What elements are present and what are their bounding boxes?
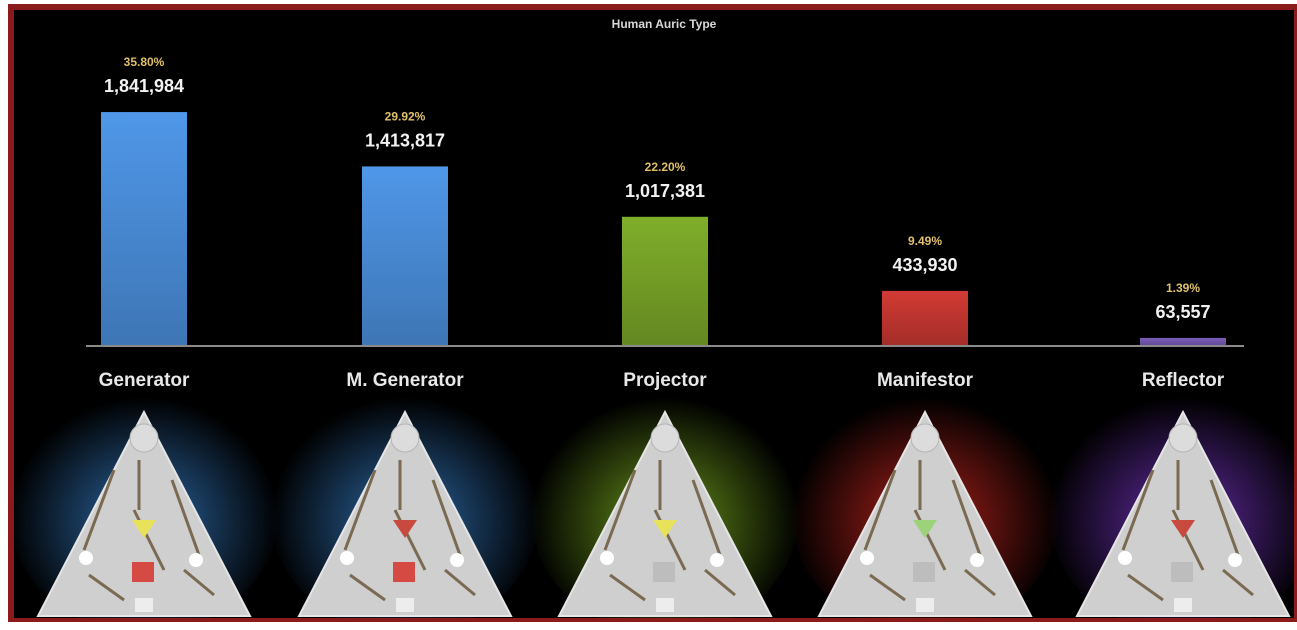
- head-center: [1168, 423, 1198, 453]
- percent-label: 1.39%: [1166, 281, 1200, 295]
- category-label: Manifestor: [877, 370, 974, 391]
- channel-line: [431, 479, 462, 556]
- sacral-center: [653, 562, 675, 582]
- channel-line: [349, 573, 386, 602]
- channel-line: [691, 479, 722, 556]
- bars-layer: [101, 112, 1226, 347]
- percent-label: 22.20%: [645, 160, 686, 174]
- channel-line: [863, 469, 897, 551]
- sacral-center: [913, 562, 935, 582]
- channel-line: [183, 568, 215, 597]
- head-center: [650, 423, 680, 453]
- bodygraph-icon: [297, 409, 513, 617]
- solar-plexus-center: [189, 553, 203, 567]
- value-label: 63,557: [1155, 302, 1210, 322]
- root-center: [916, 598, 934, 612]
- solar-plexus-center: [1228, 553, 1242, 567]
- channel-line: [444, 568, 476, 597]
- sacral-center: [1171, 562, 1193, 582]
- value-label: 433,930: [892, 255, 957, 275]
- bodygraph-icon: [817, 409, 1033, 617]
- bodygraph-icon: [36, 409, 252, 617]
- bodygraph-icon: [1075, 409, 1291, 617]
- channel-line: [170, 479, 201, 556]
- head-center: [910, 423, 940, 453]
- channel-line: [343, 469, 377, 551]
- solar-plexus-center: [450, 553, 464, 567]
- chart-title: Human Auric Type: [612, 17, 717, 31]
- channel-line: [1121, 469, 1155, 551]
- category-label: M. Generator: [346, 370, 464, 391]
- bodygraphs-layer: [36, 409, 1291, 617]
- solar-plexus-center: [970, 553, 984, 567]
- spleen-center: [600, 551, 614, 565]
- percent-label: 9.49%: [908, 234, 942, 248]
- sacral-center: [132, 562, 154, 582]
- channel-line: [964, 568, 996, 597]
- solar-plexus-center: [710, 553, 724, 567]
- spleen-center: [860, 551, 874, 565]
- root-center: [656, 598, 674, 612]
- value-label: 1,841,984: [104, 76, 184, 96]
- root-center: [396, 598, 414, 612]
- channel-line: [869, 573, 906, 602]
- percent-label: 35.80%: [124, 55, 165, 69]
- value-label: 1,017,381: [625, 181, 705, 201]
- sacral-center: [393, 562, 415, 582]
- g-center: [653, 520, 677, 538]
- category-label: Generator: [99, 370, 190, 391]
- channel-line: [88, 573, 125, 602]
- channel-line: [1127, 573, 1164, 602]
- g-center: [393, 520, 417, 538]
- channel-line: [603, 469, 637, 551]
- g-center: [132, 520, 156, 538]
- channel-line: [609, 573, 646, 602]
- chart-panel: Human Auric Type 35.80% 1,841,984 Generato…: [14, 10, 1294, 618]
- head-center: [129, 423, 159, 453]
- auric-type-chart: Human Auric Type 35.80% 1,841,984 Generato…: [14, 17, 1294, 618]
- spleen-center: [1118, 551, 1132, 565]
- percent-label: 29.92%: [385, 109, 426, 123]
- channel-line: [704, 568, 736, 597]
- bar-reflector: [1140, 337, 1226, 346]
- bar-projector: [622, 216, 708, 346]
- g-center: [1171, 520, 1195, 538]
- bar-generator: [101, 112, 187, 347]
- labels-layer: 35.80% 1,841,984 Generator 29.92% 1,413,817 M…: [99, 55, 1225, 391]
- channel-line: [951, 479, 982, 556]
- root-center: [135, 598, 153, 612]
- spleen-center: [340, 551, 354, 565]
- head-center: [390, 423, 420, 453]
- channel-line: [82, 469, 116, 551]
- spleen-center: [79, 551, 93, 565]
- value-label: 1,413,817: [365, 130, 445, 150]
- bar-manifestor: [882, 290, 968, 346]
- g-center: [913, 520, 937, 538]
- channel-line: [1209, 479, 1240, 556]
- bar-m-generator: [362, 166, 448, 346]
- root-center: [1174, 598, 1192, 612]
- channel-line: [1222, 568, 1254, 597]
- bodygraph-icon: [557, 409, 773, 617]
- category-label: Projector: [623, 370, 707, 391]
- category-label: Reflector: [1142, 370, 1225, 391]
